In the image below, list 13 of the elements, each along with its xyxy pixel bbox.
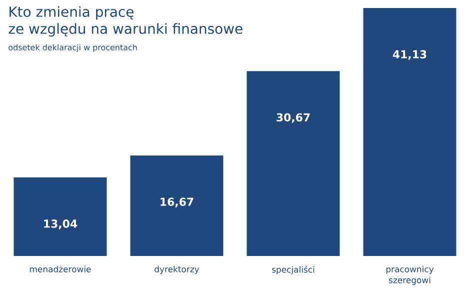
x-tick-label: specjaliści	[272, 266, 314, 274]
x-tick-label: pracownicy szeregowi	[386, 266, 434, 285]
data-label: 30,67	[276, 113, 310, 123]
chart-title: Kto zmienia pracę ze względu na warunki finansowe	[8, 6, 242, 37]
bar	[130, 155, 224, 256]
x-tick-label: menadżerowie	[30, 266, 91, 272]
x-tick-label: dyrektorzy	[154, 266, 200, 274]
bar	[246, 71, 340, 256]
bar	[363, 8, 456, 256]
data-label: 16,67	[160, 198, 194, 208]
data-label: 13,04	[44, 220, 78, 230]
bar	[14, 177, 107, 256]
data-label: 41,13	[392, 50, 426, 60]
